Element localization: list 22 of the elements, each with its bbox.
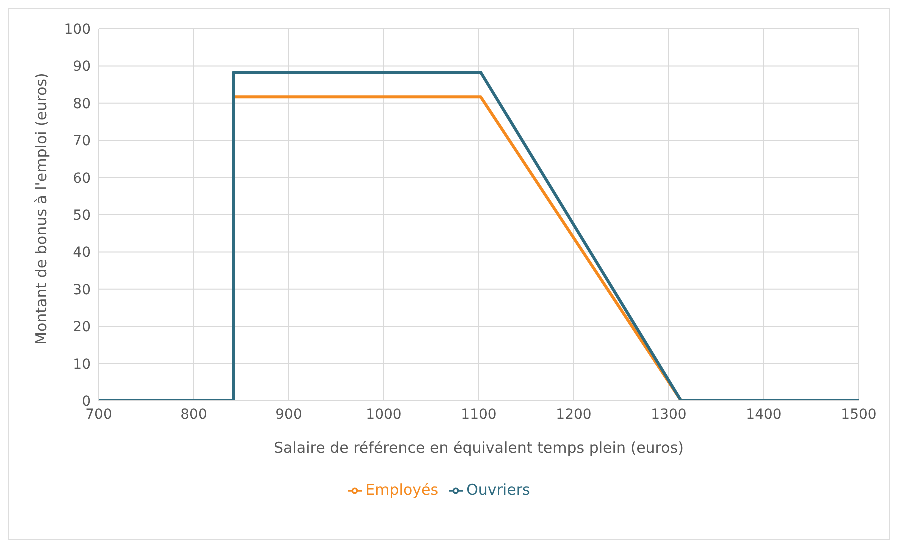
y-tick-label: 10 <box>73 356 91 373</box>
y-axis-title: Montant de bonus à l'emploi (euros) <box>32 73 50 345</box>
y-tick-label: 90 <box>73 59 91 76</box>
y-tick-label: 30 <box>73 282 91 298</box>
y-tick-label: 20 <box>73 320 91 336</box>
x-axis-title: Salaire de référence en équivalent temps plein (euros) <box>274 439 684 457</box>
x-tick-label: 1500 <box>841 406 877 423</box>
x-tick-label: 1300 <box>651 406 687 423</box>
legend-label: Employés <box>366 481 439 499</box>
legend-label: Ouvriers <box>466 481 530 499</box>
x-tick-label: 900 <box>276 406 302 423</box>
y-tick-label: 70 <box>73 134 91 150</box>
y-tick-label: 40 <box>73 245 91 262</box>
y-tick-label: 50 <box>73 208 91 224</box>
y-tick-label: 80 <box>73 96 91 112</box>
y-tick-label: 60 <box>73 170 91 187</box>
y-tick-label: 100 <box>64 22 91 38</box>
x-tick-label: 1200 <box>556 406 592 423</box>
x-tick-label: 1100 <box>461 406 497 423</box>
x-tick-label: 1000 <box>366 406 402 423</box>
x-tick-label: 1400 <box>746 406 782 423</box>
x-tick-label: 800 <box>180 406 208 423</box>
